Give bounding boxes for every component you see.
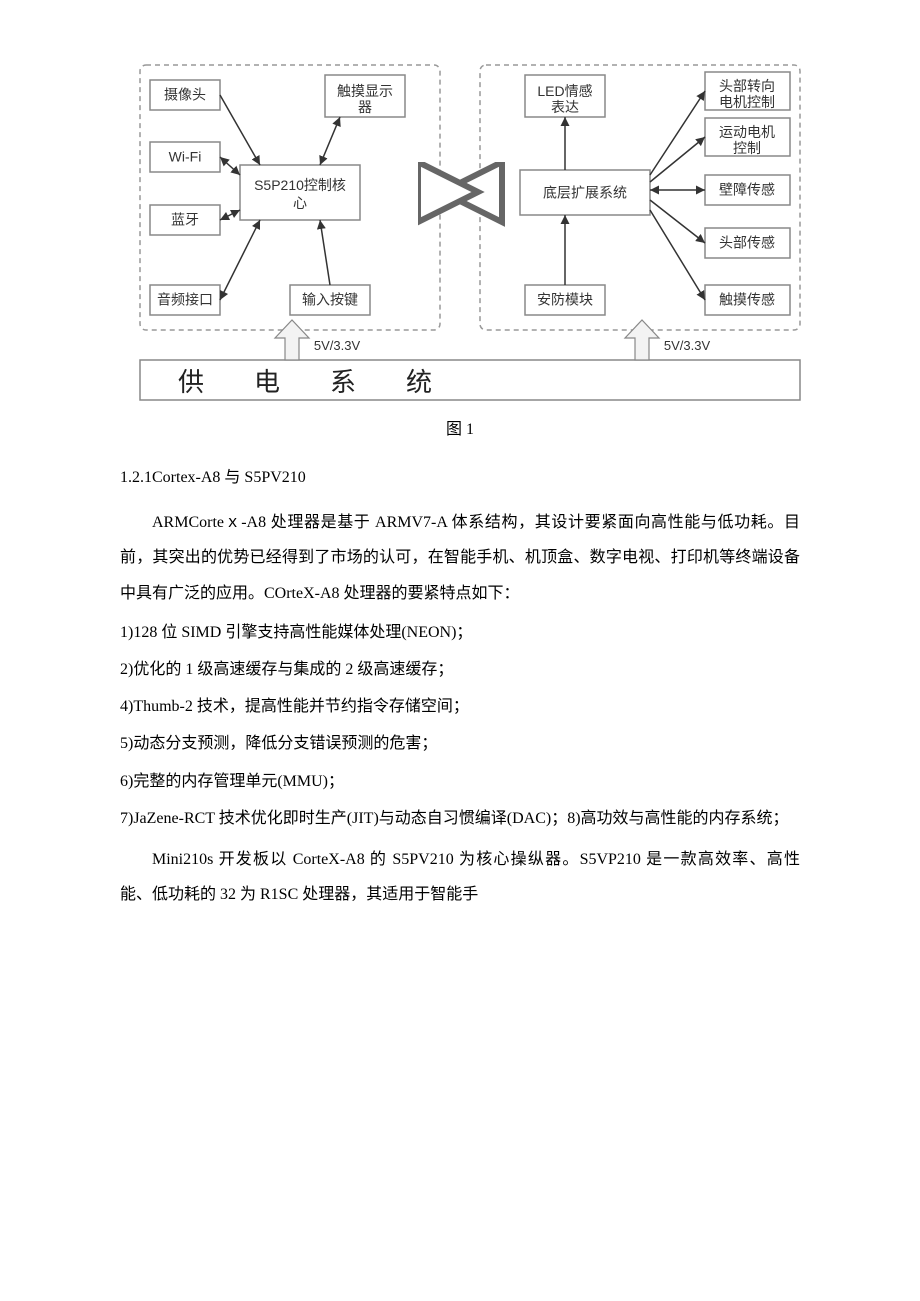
system-diagram: 供电系统 S5P210控制核心 摄像头 Wi-Fi 蓝牙 音频接口 触摸显示器 …	[130, 60, 810, 410]
right-center-text: 底层扩展系统	[543, 185, 627, 201]
svg-text:音频接口: 音频接口	[157, 292, 213, 308]
list-item: 7)JaZene-RCT 技术优化即时生产(JIT)与动态自习惯编译(DAC)；…	[120, 801, 800, 836]
power-arrow-left: 5V/3.3V	[275, 320, 360, 360]
list-item: 1)128 位 SIMD 引擎支持高性能媒体处理(NEON)；	[120, 615, 800, 650]
svg-text:头部传感: 头部传感	[719, 235, 775, 251]
list-item: 5)动态分支预测，降低分支错误预测的危害；	[120, 726, 800, 761]
rp-2: 壁障传感	[705, 175, 790, 205]
lp-1: Wi-Fi	[150, 142, 220, 172]
power-arrow-right: 5V/3.3V	[625, 320, 710, 360]
list-item: 2)优化的 1 级高速缓存与集成的 2 级高速缓存；	[120, 652, 800, 687]
lp-0: 摄像头	[150, 80, 220, 110]
body-text: 1.2.1Cortex-A8 与 S5PV210 ARMCorteｘ-A8 处理…	[120, 460, 800, 912]
svg-text:安防模块: 安防模块	[537, 292, 593, 308]
svg-text:壁障传感: 壁障传感	[719, 182, 775, 198]
svg-text:输入按键: 输入按键	[302, 292, 358, 308]
list-item: 6)完整的内存管理单元(MMU)；	[120, 764, 800, 799]
power-label: 供电系统	[178, 367, 482, 397]
rp-0: 头部转向电机控制	[705, 72, 790, 110]
svg-text:5V/3.3V: 5V/3.3V	[314, 338, 361, 353]
svg-text:摄像头: 摄像头	[164, 87, 206, 103]
rp-top: LED情感表达	[525, 75, 605, 117]
diagram-svg: 供电系统 S5P210控制核心 摄像头 Wi-Fi 蓝牙 音频接口 触摸显示器 …	[130, 60, 810, 410]
rp-3: 头部传感	[705, 228, 790, 258]
svg-text:5V/3.3V: 5V/3.3V	[664, 338, 711, 353]
rp-4: 触摸传感	[705, 285, 790, 315]
svg-text:触摸传感: 触摸传感	[719, 292, 775, 308]
svg-text:Wi-Fi: Wi-Fi	[169, 149, 202, 165]
rp-1: 运动电机控制	[705, 118, 790, 156]
lp-top: 触摸显示器	[325, 75, 405, 117]
paragraph-last: Mini210s 开发板以 CorteX-A8 的 S5PV210 为核心操纵器…	[120, 842, 800, 912]
svg-text:头部转向电机控制: 头部转向电机控制	[719, 78, 775, 110]
figure-caption: 图 1	[0, 415, 920, 439]
paragraph-1: ARMCorteｘ-A8 处理器是基于 ARMV7-A 体系结构，其设计要紧面向…	[120, 505, 800, 611]
lp-bottom: 输入按键	[290, 285, 370, 315]
svg-text:蓝牙: 蓝牙	[171, 212, 199, 228]
rp-bottom: 安防模块	[525, 285, 605, 315]
lp-2: 蓝牙	[150, 205, 220, 235]
section-heading: 1.2.1Cortex-A8 与 S5PV210	[120, 460, 800, 495]
lp-3: 音频接口	[150, 285, 220, 315]
list-item: 4)Thumb-2 技术，提高性能并节约指令存储空间；	[120, 689, 800, 724]
